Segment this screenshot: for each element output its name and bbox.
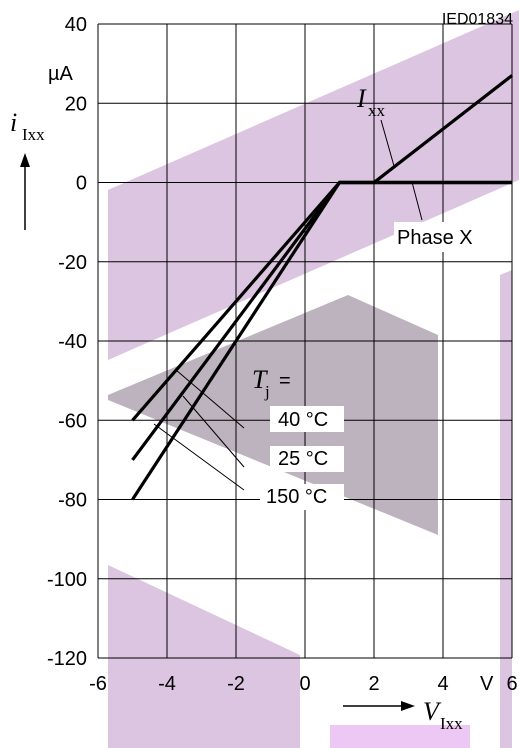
ixx-annotation: I xx <box>356 84 395 167</box>
y-tick-label-6: -80 <box>58 490 87 512</box>
series-line-3 <box>339 74 513 185</box>
x-tick-label-1: -4 <box>158 673 176 695</box>
x-tick-label-3: 0 <box>299 673 310 695</box>
y-tick-labels: 40 20 0 -20 -40 -60 -80 -100 -120 <box>47 14 87 670</box>
phase-annotation: Phase X <box>394 181 488 252</box>
x-tick-label-4: 2 <box>368 673 379 695</box>
tj-equals: = <box>279 370 291 392</box>
leader-150 <box>153 423 245 491</box>
temp-150-label: 150 °C <box>266 486 327 508</box>
temp-40-label: 40 °C <box>278 409 328 431</box>
tj-symbol: T <box>252 365 268 394</box>
watermark-strip-right <box>500 270 512 748</box>
y-axis-arrow <box>20 153 30 230</box>
x-tick-label-6: 6 <box>506 673 517 695</box>
x-unit: V <box>480 673 494 695</box>
tj-subscript: j <box>264 382 270 401</box>
x-tick-label-2: -2 <box>227 673 245 695</box>
watermark-band-lower <box>108 565 300 748</box>
y-tick-label-0: 40 <box>65 14 87 36</box>
y-tick-label-1: 20 <box>65 93 87 115</box>
y-tick-label-5: -60 <box>58 410 87 432</box>
y-axis-symbol: i <box>10 108 17 137</box>
phase-label: Phase X <box>397 227 473 249</box>
x-axis-subscript: Ixx <box>440 714 463 733</box>
figure-code: IED01834 <box>442 11 513 28</box>
y-tick-label-8: -120 <box>47 648 87 670</box>
series-lines <box>131 74 513 501</box>
y-axis-subscript: Ixx <box>22 125 45 144</box>
x-axis-arrow <box>343 701 415 711</box>
y-unit: µA <box>48 63 74 85</box>
x-tick-label-0: -6 <box>89 673 107 695</box>
leader-40 <box>175 369 245 429</box>
leader-25 <box>182 395 245 468</box>
ixx-symbol: I <box>356 84 367 113</box>
x-tick-label-5: 4 <box>437 673 448 695</box>
watermark-band-upper <box>108 10 519 360</box>
x-tick-labels: -6 -4 -2 0 2 4 6 <box>89 673 517 695</box>
y-tick-label-3: -20 <box>58 252 87 274</box>
x-axis-symbol: V <box>423 697 442 726</box>
ixx-subscript: xx <box>368 101 386 120</box>
watermark-bottom-pink <box>330 725 470 748</box>
y-tick-label-2: 0 <box>76 173 87 195</box>
temp-25-label: 25 °C <box>278 448 328 470</box>
y-tick-label-4: -40 <box>58 331 87 353</box>
tj-annotation: T j = <box>252 365 291 401</box>
y-tick-label-7: -100 <box>47 569 87 591</box>
